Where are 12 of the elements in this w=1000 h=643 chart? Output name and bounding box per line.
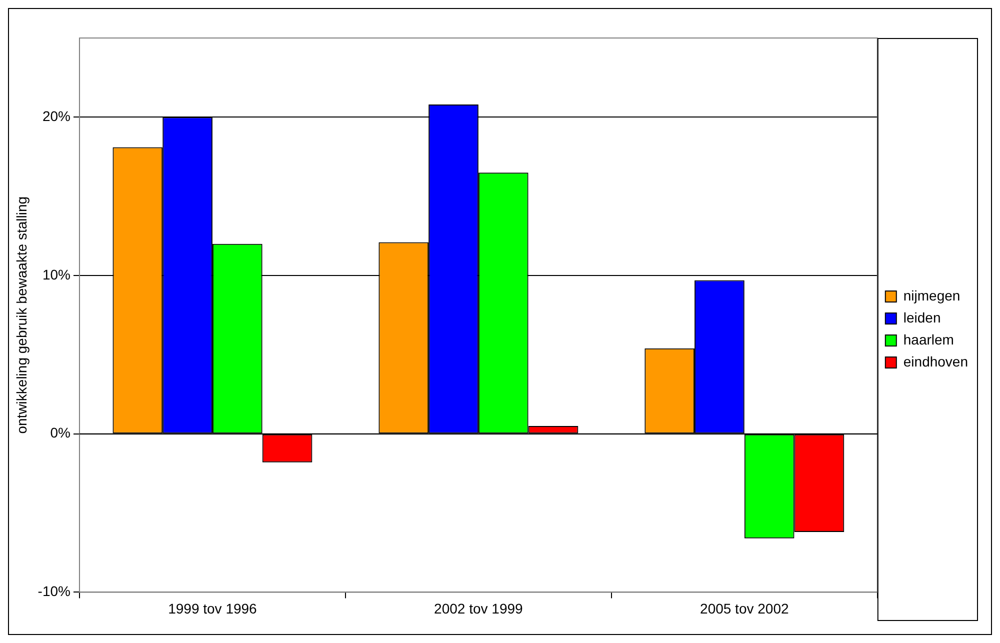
y-tick-label: 0% bbox=[50, 424, 70, 441]
y-axis-title: ontwikkeling gebruik bewaakte stalling bbox=[13, 196, 30, 434]
y-tick-label: 10% bbox=[42, 266, 70, 282]
legend-label: nijmegen bbox=[903, 287, 960, 304]
x-tick-label: 2005 tov 2002 bbox=[700, 600, 789, 616]
y-tick-label: -10% bbox=[38, 583, 70, 600]
y-tick-label: 20% bbox=[42, 108, 70, 124]
x-tick-label: 1999 tov 1996 bbox=[168, 600, 258, 616]
legend-label: leiden bbox=[903, 309, 941, 326]
legend-label: eindhoven bbox=[903, 353, 968, 370]
x-tick-label: 2002 tov 1999 bbox=[434, 600, 524, 616]
legend-label: haarlem bbox=[903, 331, 954, 348]
